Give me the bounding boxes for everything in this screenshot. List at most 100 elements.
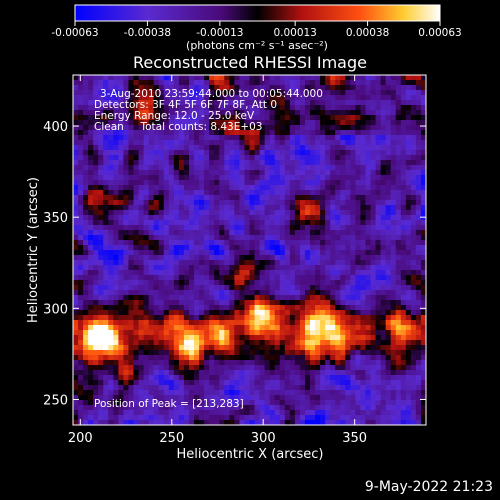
heatmap-cell (420, 95, 426, 101)
heatmap-cell (98, 375, 104, 381)
heatmap-cell (168, 375, 175, 381)
heatmap-cell (254, 385, 261, 391)
heatmap-cell (204, 415, 210, 421)
heatmap-cell (310, 325, 316, 331)
heatmap-cell (214, 185, 220, 191)
heatmap-cell (209, 355, 215, 361)
heatmap-cell (178, 325, 185, 331)
heatmap-cell (310, 205, 316, 211)
heatmap-cell (289, 80, 296, 86)
heatmap-cell (254, 345, 261, 351)
heatmap-cell (380, 315, 387, 321)
heatmap-cell (199, 185, 205, 191)
heatmap-cell (350, 80, 356, 86)
heatmap-cell (188, 315, 195, 321)
heatmap-cell (325, 140, 331, 146)
heatmap-cell (320, 275, 326, 281)
heatmap-cell (325, 130, 331, 136)
heatmap-cell (118, 205, 125, 211)
heatmap-cell (168, 95, 175, 101)
heatmap-cell (138, 375, 145, 381)
heatmap-cell (390, 265, 397, 271)
heatmap-cell (103, 245, 109, 251)
heatmap-cell (400, 325, 407, 331)
heatmap-cell (78, 190, 84, 196)
heatmap-cell (415, 400, 422, 406)
heatmap-cell (103, 390, 109, 396)
heatmap-cell (249, 165, 256, 171)
heatmap-cell (143, 85, 150, 91)
heatmap-cell (254, 210, 261, 216)
heatmap-cell (380, 410, 387, 416)
heatmap-cell (269, 160, 276, 166)
heatmap-cell (93, 420, 99, 425)
heatmap-cell (173, 410, 180, 416)
heatmap-cell (365, 135, 372, 141)
heatmap-cell (325, 195, 331, 201)
chart-title: Reconstructed RHESSI Image (133, 53, 367, 72)
heatmap-cell (239, 230, 246, 236)
heatmap-cell (360, 280, 367, 286)
heatmap-cell (219, 170, 225, 176)
heatmap-cell (133, 195, 140, 201)
heatmap-cell (350, 290, 356, 296)
heatmap-cell (88, 120, 94, 126)
heatmap-cell (400, 315, 407, 321)
heatmap-cell (128, 130, 135, 136)
heatmap-cell (128, 270, 135, 276)
heatmap-cell (128, 105, 135, 111)
heatmap-cell (304, 175, 311, 181)
heatmap-cell (365, 380, 372, 386)
heatmap-cell (294, 290, 301, 296)
heatmap-cell (284, 200, 291, 206)
heatmap-cell (304, 405, 311, 411)
heatmap-cell (194, 105, 200, 111)
heatmap-cell (249, 260, 256, 266)
heatmap-cell (153, 410, 160, 416)
heatmap-cell (410, 400, 417, 406)
heatmap-cell (133, 110, 140, 116)
heatmap-cell (249, 375, 256, 381)
heatmap-cell (320, 340, 326, 346)
heatmap-cell (405, 415, 412, 421)
heatmap-cell (390, 355, 397, 361)
heatmap-cell (98, 390, 104, 396)
heatmap-cell (113, 215, 119, 221)
heatmap-cell (310, 215, 316, 221)
heatmap-cell (138, 205, 145, 211)
heatmap-cell (194, 280, 200, 286)
heatmap-cell (103, 85, 109, 91)
heatmap-cell (128, 160, 135, 166)
heatmap-cell (360, 205, 367, 211)
heatmap-cell (294, 80, 301, 86)
heatmap-cell (325, 335, 331, 341)
heatmap-cell (279, 250, 286, 256)
heatmap-cell (345, 215, 351, 221)
heatmap-cell (244, 210, 251, 216)
heatmap-cell (199, 135, 205, 141)
heatmap-cell (264, 360, 271, 366)
heatmap-cell (294, 230, 301, 236)
heatmap-cell (410, 140, 417, 146)
heatmap-cell (188, 275, 195, 281)
heatmap-cell (88, 375, 94, 381)
heatmap-cell (330, 85, 336, 91)
heatmap-cell (335, 260, 341, 266)
heatmap-cell (254, 330, 261, 336)
heatmap-cell (315, 135, 321, 141)
heatmap-cell (183, 250, 190, 256)
heatmap-cell (395, 90, 402, 96)
heatmap-cell (88, 325, 94, 331)
heatmap-cell (93, 280, 99, 286)
heatmap-cell (113, 200, 119, 206)
heatmap-cell (299, 305, 306, 311)
heatmap-cell (138, 275, 145, 281)
heatmap-cell (108, 135, 114, 141)
heatmap-cell (188, 305, 195, 311)
heatmap-cell (335, 410, 341, 416)
heatmap-cell (163, 420, 170, 425)
heatmap-cell (325, 300, 331, 306)
heatmap-cell (259, 390, 266, 396)
heatmap-cell (158, 335, 165, 341)
heatmap-cell (93, 135, 99, 141)
